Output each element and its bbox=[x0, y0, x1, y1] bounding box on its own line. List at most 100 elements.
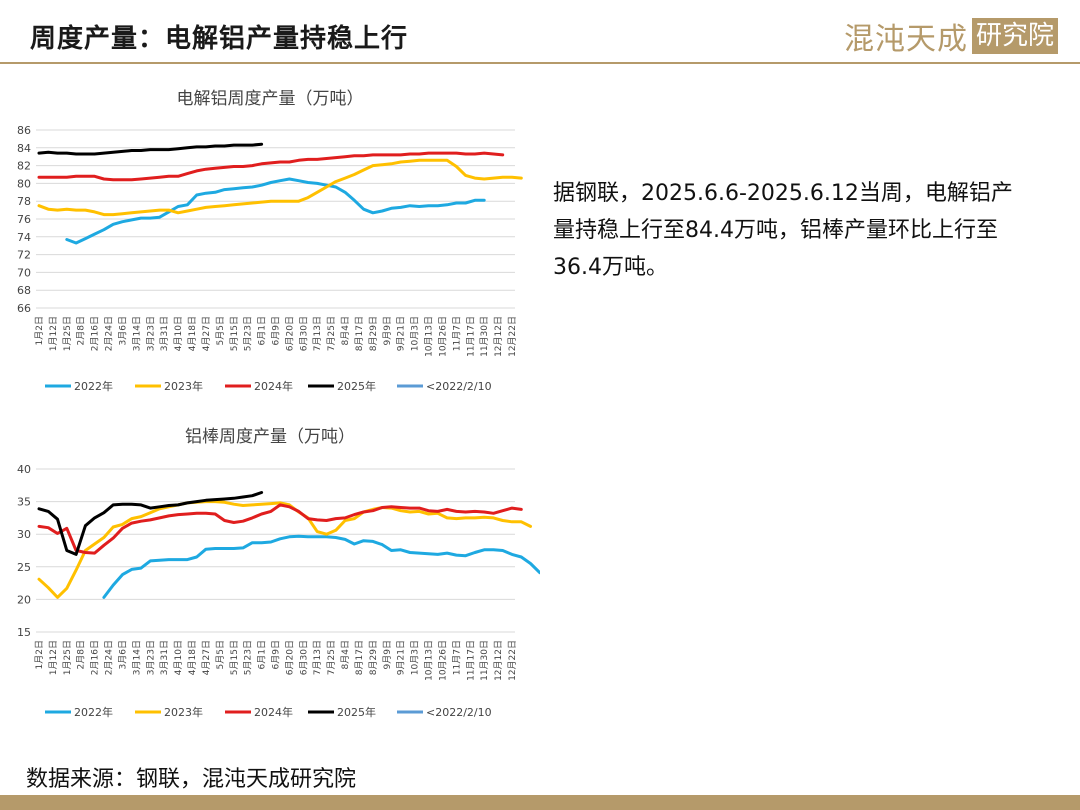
x-tick-label: 6月1日 bbox=[257, 640, 268, 669]
x-tick-label: 12月22日 bbox=[507, 316, 518, 357]
aluminum-rod-output-chart: 铝棒周度产量（万吨） 15 20 25 30 35 40 1月2日 1月12日 1月25日 2月8日… bbox=[17, 427, 540, 719]
legend-label: <2022/2/10 bbox=[426, 380, 492, 393]
x-tick-label: 9月21日 bbox=[396, 316, 407, 351]
x-tick-label: 7月13日 bbox=[312, 316, 323, 351]
logo-text: 混沌天成 bbox=[843, 22, 968, 57]
logo-box-text: 研究院 bbox=[971, 18, 1058, 54]
x-tick-label: 3月6日 bbox=[117, 316, 128, 345]
x-tick-label: 4月27日 bbox=[201, 316, 212, 351]
legend-label: 2022年 bbox=[74, 379, 113, 393]
x-tick-label: 2月16日 bbox=[90, 316, 101, 351]
series-line-2024 bbox=[37, 503, 523, 555]
chart-title: 铝棒周度产量（万吨） bbox=[185, 427, 355, 447]
x-tick-label: 4月10日 bbox=[173, 316, 184, 351]
x-tick-label: 5月23日 bbox=[243, 316, 254, 351]
x-tick-label: 3月14日 bbox=[131, 316, 142, 351]
series-line-2022 bbox=[65, 177, 486, 245]
x-tick-label: 3月23日 bbox=[145, 640, 156, 675]
x-tick-label: 10月3日 bbox=[410, 316, 421, 351]
legend-label: 2024年 bbox=[254, 379, 293, 393]
y-tick-label: 72 bbox=[17, 249, 31, 262]
legend-label: 2023年 bbox=[164, 379, 203, 393]
x-tick-label: 6月1日 bbox=[257, 316, 268, 345]
x-tick-label: 6月20日 bbox=[284, 640, 295, 675]
title-divider bbox=[0, 62, 1080, 64]
x-tick-label: 11月30日 bbox=[479, 640, 490, 681]
series-line-2022 bbox=[102, 534, 540, 599]
x-tick-label: 10月3日 bbox=[410, 640, 421, 675]
x-tick-label: 8月29日 bbox=[368, 316, 379, 351]
x-tick-label: 2月24日 bbox=[104, 640, 115, 675]
x-tick-label: 3月31日 bbox=[159, 640, 170, 675]
x-tick-label: 9月9日 bbox=[382, 316, 393, 345]
legend-label: 2023年 bbox=[164, 705, 203, 719]
y-tick-label: 20 bbox=[17, 593, 31, 606]
x-tick-label: 5月5日 bbox=[215, 316, 226, 345]
x-tick-label: 11月17日 bbox=[465, 316, 476, 357]
x-tick-label: 7月25日 bbox=[326, 316, 337, 351]
y-tick-label: 76 bbox=[17, 213, 31, 226]
x-tick-label: 8月4日 bbox=[340, 640, 351, 669]
x-tick-label: 8月29日 bbox=[368, 640, 379, 675]
x-tick-label: 5月23日 bbox=[243, 640, 254, 675]
series-line-2024 bbox=[37, 151, 505, 182]
page-title: 周度产量：电解铝产量持稳上行 bbox=[30, 24, 409, 54]
x-tick-label: 9月9日 bbox=[382, 640, 393, 669]
aluminum-output-chart: 电解铝周度产量（万吨） 66 68 70 72 74 76 78 80 82 84 86 1月2日 1月1… bbox=[17, 89, 523, 393]
x-tick-label: 8月17日 bbox=[354, 640, 365, 675]
x-tick-label: 7月13日 bbox=[312, 640, 323, 675]
x-tick-label: 4月10日 bbox=[173, 640, 184, 675]
x-tick-label: 11月7日 bbox=[451, 316, 462, 351]
x-tick-label: 5月15日 bbox=[229, 640, 240, 675]
x-tick-label: 2月24日 bbox=[104, 316, 115, 351]
x-tick-label: 11月17日 bbox=[465, 640, 476, 681]
x-tick-label: 2月16日 bbox=[90, 640, 101, 675]
y-tick-label: 40 bbox=[17, 463, 31, 476]
y-tick-label: 80 bbox=[17, 177, 31, 190]
x-tick-label: 1月25日 bbox=[62, 640, 73, 675]
x-tick-label: 6月9日 bbox=[271, 316, 282, 345]
x-tick-label: 9月21日 bbox=[396, 640, 407, 675]
x-tick-label: 1月12日 bbox=[48, 316, 59, 351]
x-tick-label: 6月30日 bbox=[298, 640, 309, 675]
x-tick-label: 4月27日 bbox=[201, 640, 212, 675]
y-tick-label: 86 bbox=[17, 124, 31, 137]
y-tick-label: 84 bbox=[17, 142, 31, 155]
x-tick-label: 1月2日 bbox=[34, 640, 45, 669]
x-tick-label: 6月20日 bbox=[284, 316, 295, 351]
x-tick-label: 10月26日 bbox=[437, 640, 448, 681]
x-tick-label: 7月25日 bbox=[326, 640, 337, 675]
x-tick-label: 11月30日 bbox=[479, 316, 490, 357]
y-tick-label: 66 bbox=[17, 302, 31, 315]
x-tick-label: 1月2日 bbox=[34, 316, 45, 345]
x-tick-label: 8月17日 bbox=[354, 316, 365, 351]
y-tick-label: 70 bbox=[17, 266, 31, 279]
x-tick-label: 3月31日 bbox=[159, 316, 170, 351]
y-tick-label: 25 bbox=[17, 561, 31, 574]
x-tick-label: 4月18日 bbox=[187, 316, 198, 351]
x-tick-label: 3月14日 bbox=[131, 640, 142, 675]
x-tick-label: 1月25日 bbox=[62, 316, 73, 351]
brand-logo: 混沌天成 研究院 bbox=[844, 14, 1058, 58]
chart-title: 电解铝周度产量（万吨） bbox=[177, 89, 364, 109]
x-tick-label: 10月26日 bbox=[437, 316, 448, 357]
x-tick-label: 12月22日 bbox=[507, 640, 518, 681]
series-line-2025 bbox=[37, 142, 264, 156]
x-tick-label: 5月15日 bbox=[229, 316, 240, 351]
x-tick-label: 3月23日 bbox=[145, 316, 156, 351]
legend-label: 2024年 bbox=[254, 705, 293, 719]
y-tick-label: 30 bbox=[17, 528, 31, 541]
x-tick-label: 12月12日 bbox=[493, 316, 504, 357]
x-tick-label: 6月9日 bbox=[271, 640, 282, 669]
y-tick-label: 82 bbox=[17, 160, 31, 173]
legend-label: 2022年 bbox=[74, 705, 113, 719]
series-line-2023 bbox=[37, 158, 523, 217]
legend-label: 2025年 bbox=[337, 705, 376, 719]
x-tick-label: 4月18日 bbox=[187, 640, 198, 675]
x-tick-label: 12月12日 bbox=[493, 640, 504, 681]
legend-label: <2022/2/10 bbox=[426, 706, 492, 719]
series-line-2025 bbox=[37, 491, 264, 556]
series-line-2023 bbox=[37, 500, 532, 599]
y-tick-label: 35 bbox=[17, 496, 31, 509]
source-note: 数据来源：钢联，混沌天成研究院 bbox=[26, 767, 357, 792]
